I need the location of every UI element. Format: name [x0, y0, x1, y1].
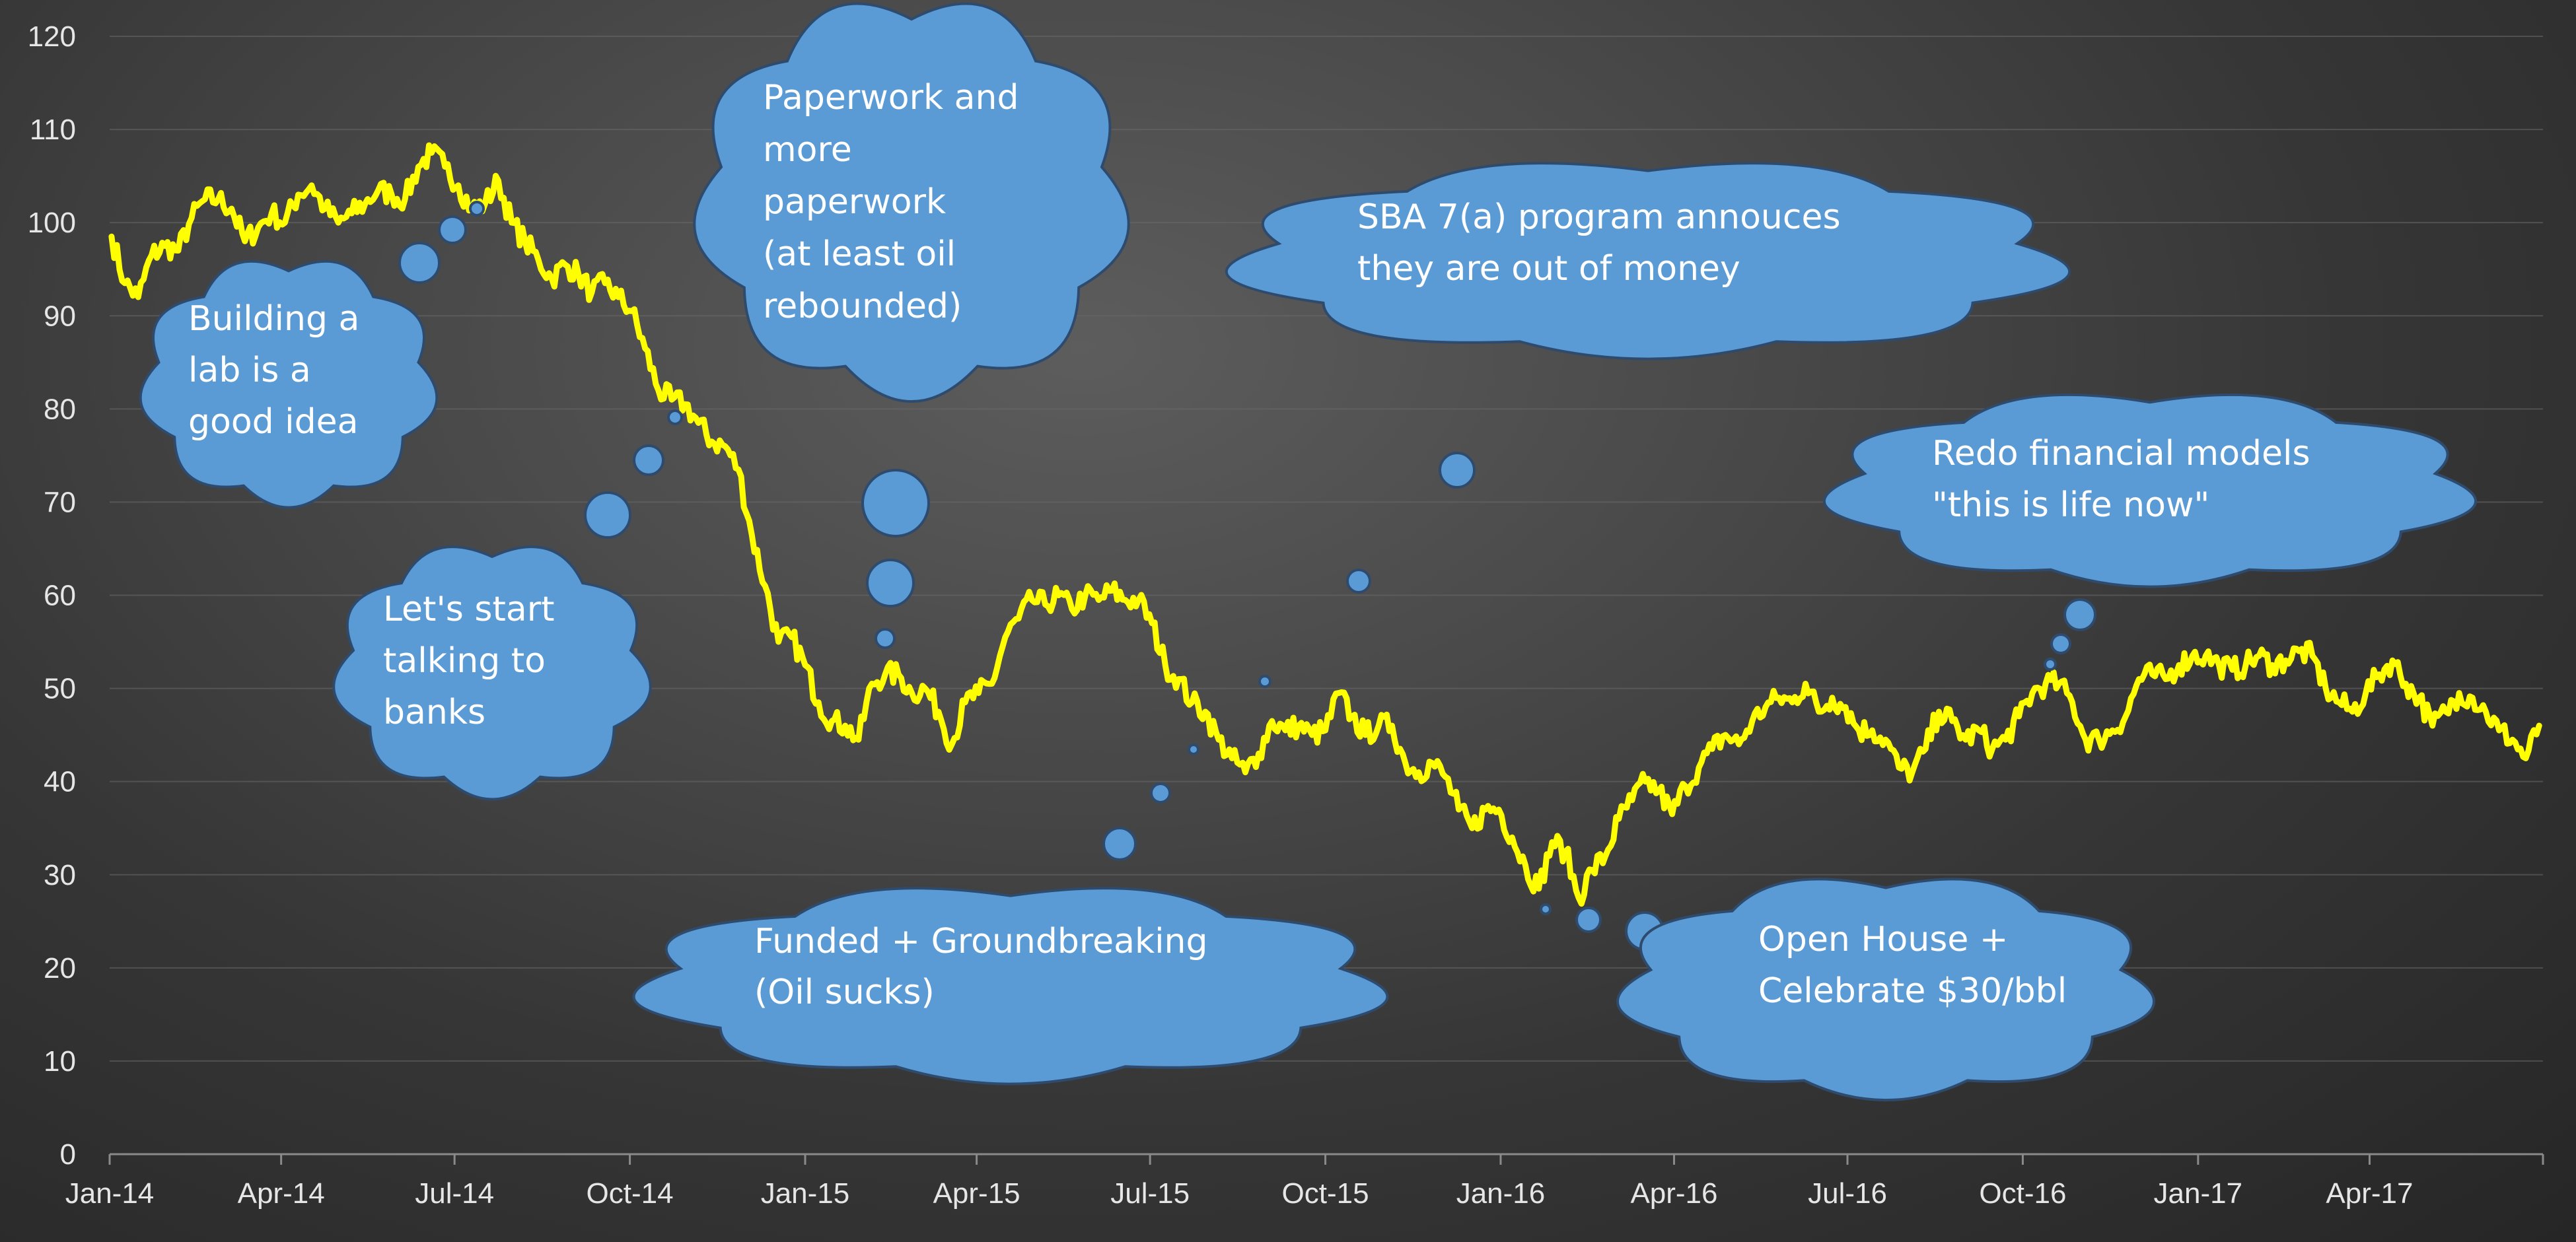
y-tick-label: 40 — [44, 766, 76, 798]
annotation-text-line: Funded + Groundbreaking — [754, 922, 1208, 961]
annotation-text-line: Paperwork and — [763, 78, 1019, 118]
annotation-text-line: SBA 7(a) program annouces — [1357, 197, 1841, 237]
series-line — [108, 142, 2542, 907]
x-tick-label: Oct-14 — [587, 1177, 674, 1210]
cloud-shape — [332, 545, 652, 801]
thought-bubble-dot — [1150, 782, 1171, 804]
thought-bubble-dot — [584, 491, 631, 539]
y-tick-label: 70 — [44, 486, 76, 518]
thought-bubble-dot — [1575, 907, 1602, 933]
cloud-shape — [1225, 162, 2071, 361]
x-tick-label: Jul-16 — [1808, 1177, 1887, 1210]
annotation-text-line: good idea — [188, 402, 359, 442]
thought-bubble-dot — [1102, 827, 1137, 861]
series-layer — [108, 142, 2542, 907]
annotation-text-line: more — [763, 130, 852, 170]
annotation-text-line: Let's start — [383, 590, 554, 629]
y-tick-label: 10 — [44, 1045, 76, 1078]
y-tick-label: 100 — [28, 207, 76, 239]
y-tick-label: 110 — [30, 114, 76, 146]
annotation-text-line: they are out of money — [1357, 249, 1740, 289]
thought-bubble-dot — [1258, 675, 1271, 688]
axes: 0 10 20 30 40 50 60 70 80 90 100 110 120 Jan-14 Apr-14… — [28, 20, 2544, 1210]
x-tick-label: Jul-15 — [1110, 1177, 1190, 1210]
thought-bubble-dot — [1439, 452, 1476, 489]
cloud-redo-models: Redo financial models "this is life now" — [1822, 393, 2478, 588]
thought-bubble-dot — [866, 559, 915, 607]
x-tick-label: Apr-17 — [2326, 1177, 2413, 1210]
annotation-text-line: lab is a — [188, 351, 311, 390]
y-tick-label: 80 — [44, 393, 76, 425]
annotation-text-line: Building a — [188, 299, 359, 339]
x-tick-label: Oct-16 — [1979, 1177, 2066, 1210]
x-tick-label: Jul-14 — [415, 1177, 494, 1210]
annotation-text-line: banks — [383, 693, 485, 732]
x-tick-label: Apr-16 — [1630, 1177, 1717, 1210]
thought-bubble-dot — [2050, 633, 2071, 654]
thought-bubble-dot — [861, 469, 930, 537]
y-tick-label: 30 — [44, 859, 76, 891]
cloud-funded-groundbreaking: Funded + Groundbreaking (Oil sucks) — [632, 887, 1389, 1086]
thought-bubble-dot — [1188, 743, 1199, 755]
cloud-talking-to-banks: Let's start talking to banks — [332, 545, 652, 801]
thought-bubble-dot — [2063, 598, 2096, 631]
cloud-shape — [632, 887, 1389, 1086]
y-tick-label: 20 — [44, 952, 76, 984]
thought-bubble-dot — [633, 444, 664, 476]
cloud-shape — [1616, 878, 2156, 1101]
thought-bubble-dot — [469, 201, 485, 217]
x-tick-label: Jan-15 — [761, 1177, 850, 1210]
annotation-text-line: Celebrate $30/bbl — [1758, 971, 2067, 1011]
cloud-shape — [139, 259, 439, 509]
cloud-shape — [1822, 393, 2478, 588]
y-tick-label: 50 — [44, 673, 76, 705]
x-tick-label: Jan-14 — [65, 1177, 155, 1210]
x-tick-label: Jan-17 — [2154, 1177, 2243, 1210]
x-tick-label: Apr-15 — [933, 1177, 1020, 1210]
annotation-text-line: "this is life now" — [1932, 485, 2209, 525]
thought-bubble-dot — [1540, 903, 1552, 915]
cloud-open-house: Open House + Celebrate $30/bbl — [1616, 878, 2156, 1101]
x-tick-label: Jan-16 — [1456, 1177, 1546, 1210]
thought-bubble-dot — [667, 409, 683, 425]
annotation-text-line: paperwork — [763, 182, 946, 222]
annotation-text-line: Open House + — [1758, 920, 2008, 959]
y-tick-label: 0 — [60, 1138, 76, 1171]
annotation-text-line: talking to — [383, 641, 546, 681]
y-tick-label: 60 — [44, 580, 76, 612]
cloud-shape — [693, 2, 1130, 403]
thought-bubble-dot — [875, 628, 896, 649]
annotation-text-line: (at least oil — [763, 234, 956, 274]
cloud-sba-program: SBA 7(a) program annouces they are out of… — [1225, 162, 2071, 361]
thought-bubble-dot — [438, 215, 467, 244]
x-tick-label: Apr-14 — [238, 1177, 325, 1210]
x-tick-label: Oct-15 — [1282, 1177, 1369, 1210]
cloud-building-lab: Building a lab is a good idea — [139, 259, 439, 509]
y-tick-label: 120 — [28, 20, 76, 53]
thought-bubble-dot — [398, 242, 441, 284]
cloud-paperwork: Paperwork and more paperwork (at least oil r… — [693, 2, 1130, 403]
annotation-clouds: Building a lab is a good idea Let's start ta… — [139, 2, 2478, 1101]
thought-bubble-dot — [2044, 658, 2057, 671]
annotation-text-line: rebounded) — [763, 287, 962, 326]
thought-bubble-dot — [1346, 569, 1371, 594]
annotation-text-line: Redo financial models — [1932, 434, 2310, 473]
annotation-text-line: (Oil sucks) — [754, 973, 935, 1012]
y-tick-label: 90 — [44, 300, 76, 332]
thought-bubbles — [398, 201, 2096, 951]
